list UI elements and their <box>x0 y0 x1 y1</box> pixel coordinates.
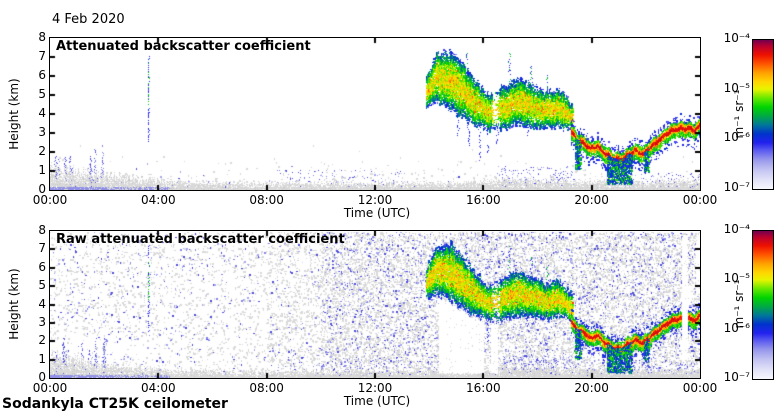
colorbar-tick-label: 10⁻⁶ <box>723 320 750 335</box>
y-tick-label: 2 <box>38 333 46 348</box>
x-tick-label: 12:00 <box>357 381 393 395</box>
x-tick-label: 20:00 <box>574 381 609 395</box>
x-axis-label-bottom: Time (UTC) <box>343 394 411 408</box>
colorbar-tick-label: 10⁻⁶ <box>723 130 750 145</box>
x-tick-label: 08:00 <box>249 381 284 395</box>
x-axis-label-top: Time (UTC) <box>343 206 411 220</box>
y-tick-label: 6 <box>38 68 46 82</box>
panel-attenuated: Attenuated backscatter coefficient <box>49 37 701 191</box>
colorbar-bottom <box>752 230 774 380</box>
colorbar-tick-label: 10⁻⁴ <box>723 222 750 236</box>
x-tick-label: 04:00 <box>141 381 176 395</box>
x-tick-label: 08:00 <box>249 193 284 207</box>
instrument-label: Sodankyla CT25K ceilometer <box>2 396 228 412</box>
panel-raw: Raw attenuated backscatter coefficient <box>49 230 701 379</box>
x-tick-label: 12:00 <box>357 193 393 207</box>
panel-title-attenuated: Attenuated backscatter coefficient <box>56 39 311 54</box>
y-tick-label: 5 <box>38 87 46 101</box>
x-tick-label: 04:00 <box>141 193 176 207</box>
y-tick-label: 4 <box>38 296 46 311</box>
y-tick-label: 5 <box>38 278 46 293</box>
y-tick-label: 7 <box>38 49 46 63</box>
colorbar-top <box>752 39 774 190</box>
colorbar-tick-label: 10⁻⁴ <box>723 31 750 45</box>
x-tick-label: 16:00 <box>466 381 501 395</box>
y-tick-label: 7 <box>38 241 46 256</box>
colorbar-tick-label: 10⁻⁵ <box>723 271 750 286</box>
x-tick-label: 00:00 <box>682 381 718 395</box>
x-tick-label: 00:00 <box>32 193 68 207</box>
date-label: 4 Feb 2020 <box>52 12 125 27</box>
y-tick-label: 6 <box>38 259 46 274</box>
y-tick-label: 2 <box>38 144 46 158</box>
colorbar-tick-label: 10⁻⁷ <box>723 370 750 384</box>
y-tick-label: 8 <box>38 30 46 44</box>
x-tick-label: 16:00 <box>466 193 501 207</box>
y-tick-label: 1 <box>38 351 46 366</box>
panel-title-raw: Raw attenuated backscatter coefficient <box>56 232 345 247</box>
y-tick-label: 8 <box>38 223 46 237</box>
attenuated-backscatter-heatmap <box>50 38 700 190</box>
x-tick-label: 00:00 <box>32 381 68 395</box>
x-tick-label: 00:00 <box>682 193 718 207</box>
y-tick-label: 3 <box>38 314 46 329</box>
y-tick-label: 0 <box>38 182 46 196</box>
y-tick-label: 3 <box>38 125 46 139</box>
colorbar-tick-label: 10⁻⁵ <box>723 80 750 95</box>
y-tick-label: 4 <box>38 106 46 120</box>
y-tick-label: 0 <box>38 370 46 384</box>
colorbar-tick-label: 10⁻⁷ <box>723 180 750 194</box>
raw-backscatter-heatmap <box>50 231 700 378</box>
y-tick-label: 1 <box>38 163 46 177</box>
x-tick-label: 20:00 <box>574 193 609 207</box>
